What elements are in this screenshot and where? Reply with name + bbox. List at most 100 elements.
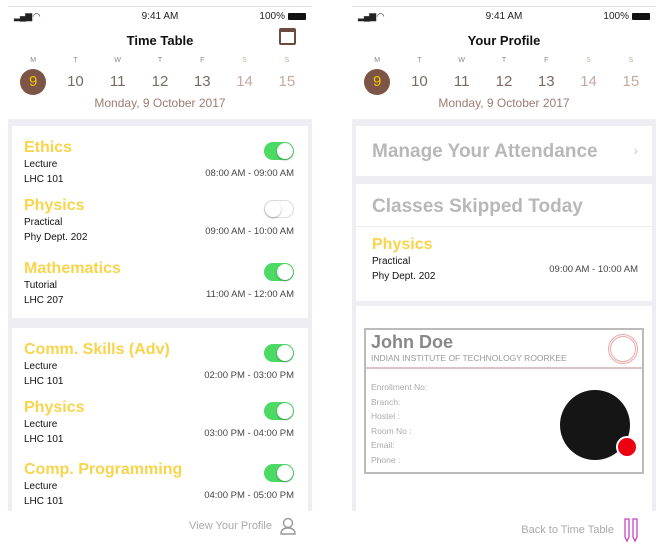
calendar-icon[interactable] bbox=[279, 28, 296, 45]
class-time: 02:00 PM - 03:00 PM bbox=[204, 370, 294, 381]
status-time: 9:41 AM bbox=[141, 11, 179, 22]
day-number[interactable]: 15 bbox=[278, 73, 296, 90]
weekday-letter: M bbox=[374, 57, 381, 64]
weekday-letter: S bbox=[284, 57, 290, 64]
day-number[interactable]: 14 bbox=[580, 73, 597, 90]
back-to-timetable-button[interactable]: Back to Time Table bbox=[521, 517, 640, 543]
profile-content: Manage Your Attendance › Classes Skipped… bbox=[352, 119, 656, 511]
class-name: Physics bbox=[372, 236, 433, 253]
day-number[interactable]: 11 bbox=[109, 73, 126, 90]
back-label: Back to Time Table bbox=[521, 524, 614, 536]
class-time: 11:00 AM - 12:00 AM bbox=[205, 289, 294, 300]
day-number[interactable]: 9 bbox=[20, 69, 47, 95]
day-number[interactable]: 13 bbox=[193, 73, 211, 90]
status-dot bbox=[616, 436, 638, 458]
id-field-label: Email: bbox=[371, 440, 395, 450]
attendance-toggle[interactable] bbox=[264, 464, 294, 482]
class-type: Practical bbox=[24, 217, 63, 228]
class-name: Physics bbox=[24, 399, 85, 416]
day-number[interactable]: 9 bbox=[364, 69, 391, 95]
day-14[interactable]: S 14 bbox=[225, 57, 265, 95]
day-number[interactable]: 10 bbox=[67, 73, 84, 90]
day-11[interactable]: W 11 bbox=[98, 57, 138, 95]
manage-attendance-button[interactable]: Manage Your Attendance › bbox=[356, 126, 652, 176]
profile-icon bbox=[280, 517, 296, 535]
class-name: Comp. Programming bbox=[24, 461, 183, 478]
id-field-label: Branch: bbox=[371, 396, 401, 407]
battery-icon bbox=[632, 12, 650, 20]
weekday-letter: M bbox=[30, 57, 37, 64]
class-room: LHC 101 bbox=[24, 496, 64, 507]
attendance-toggle[interactable] bbox=[264, 142, 294, 160]
id-field-label: Hostel : bbox=[371, 411, 400, 421]
battery-icon bbox=[288, 12, 306, 20]
day-10[interactable]: T 10 bbox=[399, 57, 439, 95]
signal-icon: ▂▄▆ ◠ bbox=[358, 11, 385, 21]
day-11[interactable]: W 11 bbox=[442, 57, 482, 95]
day-15[interactable]: S 15 bbox=[267, 57, 307, 95]
weekday-letter: T bbox=[417, 57, 422, 64]
attendance-toggle[interactable] bbox=[264, 263, 294, 281]
battery: 100% bbox=[603, 11, 650, 22]
day-number[interactable]: 15 bbox=[622, 73, 640, 90]
day-15[interactable]: S 15 bbox=[611, 57, 651, 95]
class-room: LHC 101 bbox=[24, 174, 64, 185]
class-type: Lecture bbox=[24, 361, 58, 372]
day-number[interactable]: 13 bbox=[537, 73, 555, 90]
day-number[interactable]: 10 bbox=[411, 73, 428, 90]
day-12[interactable]: T 12 bbox=[484, 57, 524, 95]
id-field-label: Room No : bbox=[371, 425, 412, 436]
week-strip: M 9 T 10 W 11 T 12 F 13 S 14 S 15 bbox=[352, 57, 656, 95]
status-bar: ▂▄▆ ◠ 9:41 AM 100% bbox=[8, 11, 312, 25]
weekday-letter: T bbox=[73, 57, 78, 64]
class-type: Lecture bbox=[24, 481, 58, 492]
class-time: 09:00 AM - 10:00 AM bbox=[205, 226, 294, 237]
weekday-letter: F bbox=[544, 57, 549, 64]
day-10[interactable]: T 10 bbox=[55, 57, 95, 95]
weekday-letter: S bbox=[242, 57, 247, 64]
day-number[interactable]: 12 bbox=[151, 73, 169, 90]
day-13[interactable]: F 13 bbox=[182, 57, 222, 95]
view-profile-button[interactable]: View Your Profile bbox=[189, 517, 296, 535]
day-13[interactable]: F 13 bbox=[526, 57, 566, 95]
class-name: Comm. Skills (Adv) bbox=[24, 341, 170, 358]
date-label: Monday, 9 October 2017 bbox=[94, 96, 226, 110]
manage-attendance-label: Manage Your Attendance bbox=[372, 141, 598, 162]
status-bar: ▂▄▆ ◠ 9:41 AM 100% bbox=[352, 11, 656, 25]
weekday-letter: S bbox=[628, 57, 634, 64]
date-label: Monday, 9 October 2017 bbox=[438, 96, 570, 110]
pencils-icon bbox=[624, 518, 638, 543]
student-name: John Doe bbox=[371, 332, 454, 352]
battery-level: 100% bbox=[603, 11, 629, 22]
day-number[interactable]: 11 bbox=[453, 73, 470, 90]
class-type: Lecture bbox=[24, 159, 58, 170]
day-number[interactable]: 12 bbox=[495, 73, 513, 90]
class-room: Phy Dept. 202 bbox=[372, 271, 436, 282]
attendance-toggle[interactable] bbox=[264, 200, 294, 218]
class-type: Tutorial bbox=[24, 280, 57, 291]
skipped-classes-card: Classes Skipped Today Physics Practical … bbox=[356, 184, 652, 301]
weekday-letter: W bbox=[114, 57, 121, 64]
timetable-screen: ▂▄▆ ◠ 9:41 AM 100% Time Table M 9 T 10 W 11 T 1… bbox=[8, 6, 312, 552]
day-14[interactable]: S 14 bbox=[569, 57, 609, 95]
class-card: Ethics Lecture LHC 101 08:00 AM - 09:00 … bbox=[12, 126, 308, 318]
attendance-toggle[interactable] bbox=[264, 344, 294, 362]
weekday-letter: W bbox=[458, 57, 465, 64]
status-time: 9:41 AM bbox=[485, 11, 523, 22]
id-field-label: Enrollment No: bbox=[371, 382, 428, 392]
attendance-toggle[interactable] bbox=[264, 402, 294, 420]
divider bbox=[366, 367, 642, 369]
class-type: Practical bbox=[372, 256, 411, 267]
class-time: 04:00 PM - 05:00 PM bbox=[204, 490, 294, 501]
divider bbox=[356, 226, 652, 227]
weekday-letter: T bbox=[157, 57, 163, 64]
weekday-letter: S bbox=[586, 57, 591, 64]
class-time: 08:00 AM - 09:00 AM bbox=[205, 168, 294, 179]
class-room: LHC 207 bbox=[24, 295, 64, 306]
day-12[interactable]: T 12 bbox=[140, 57, 180, 95]
day-number[interactable]: 14 bbox=[236, 73, 253, 90]
chevron-right-icon: › bbox=[633, 142, 638, 158]
page-title: Time Table bbox=[126, 33, 194, 48]
